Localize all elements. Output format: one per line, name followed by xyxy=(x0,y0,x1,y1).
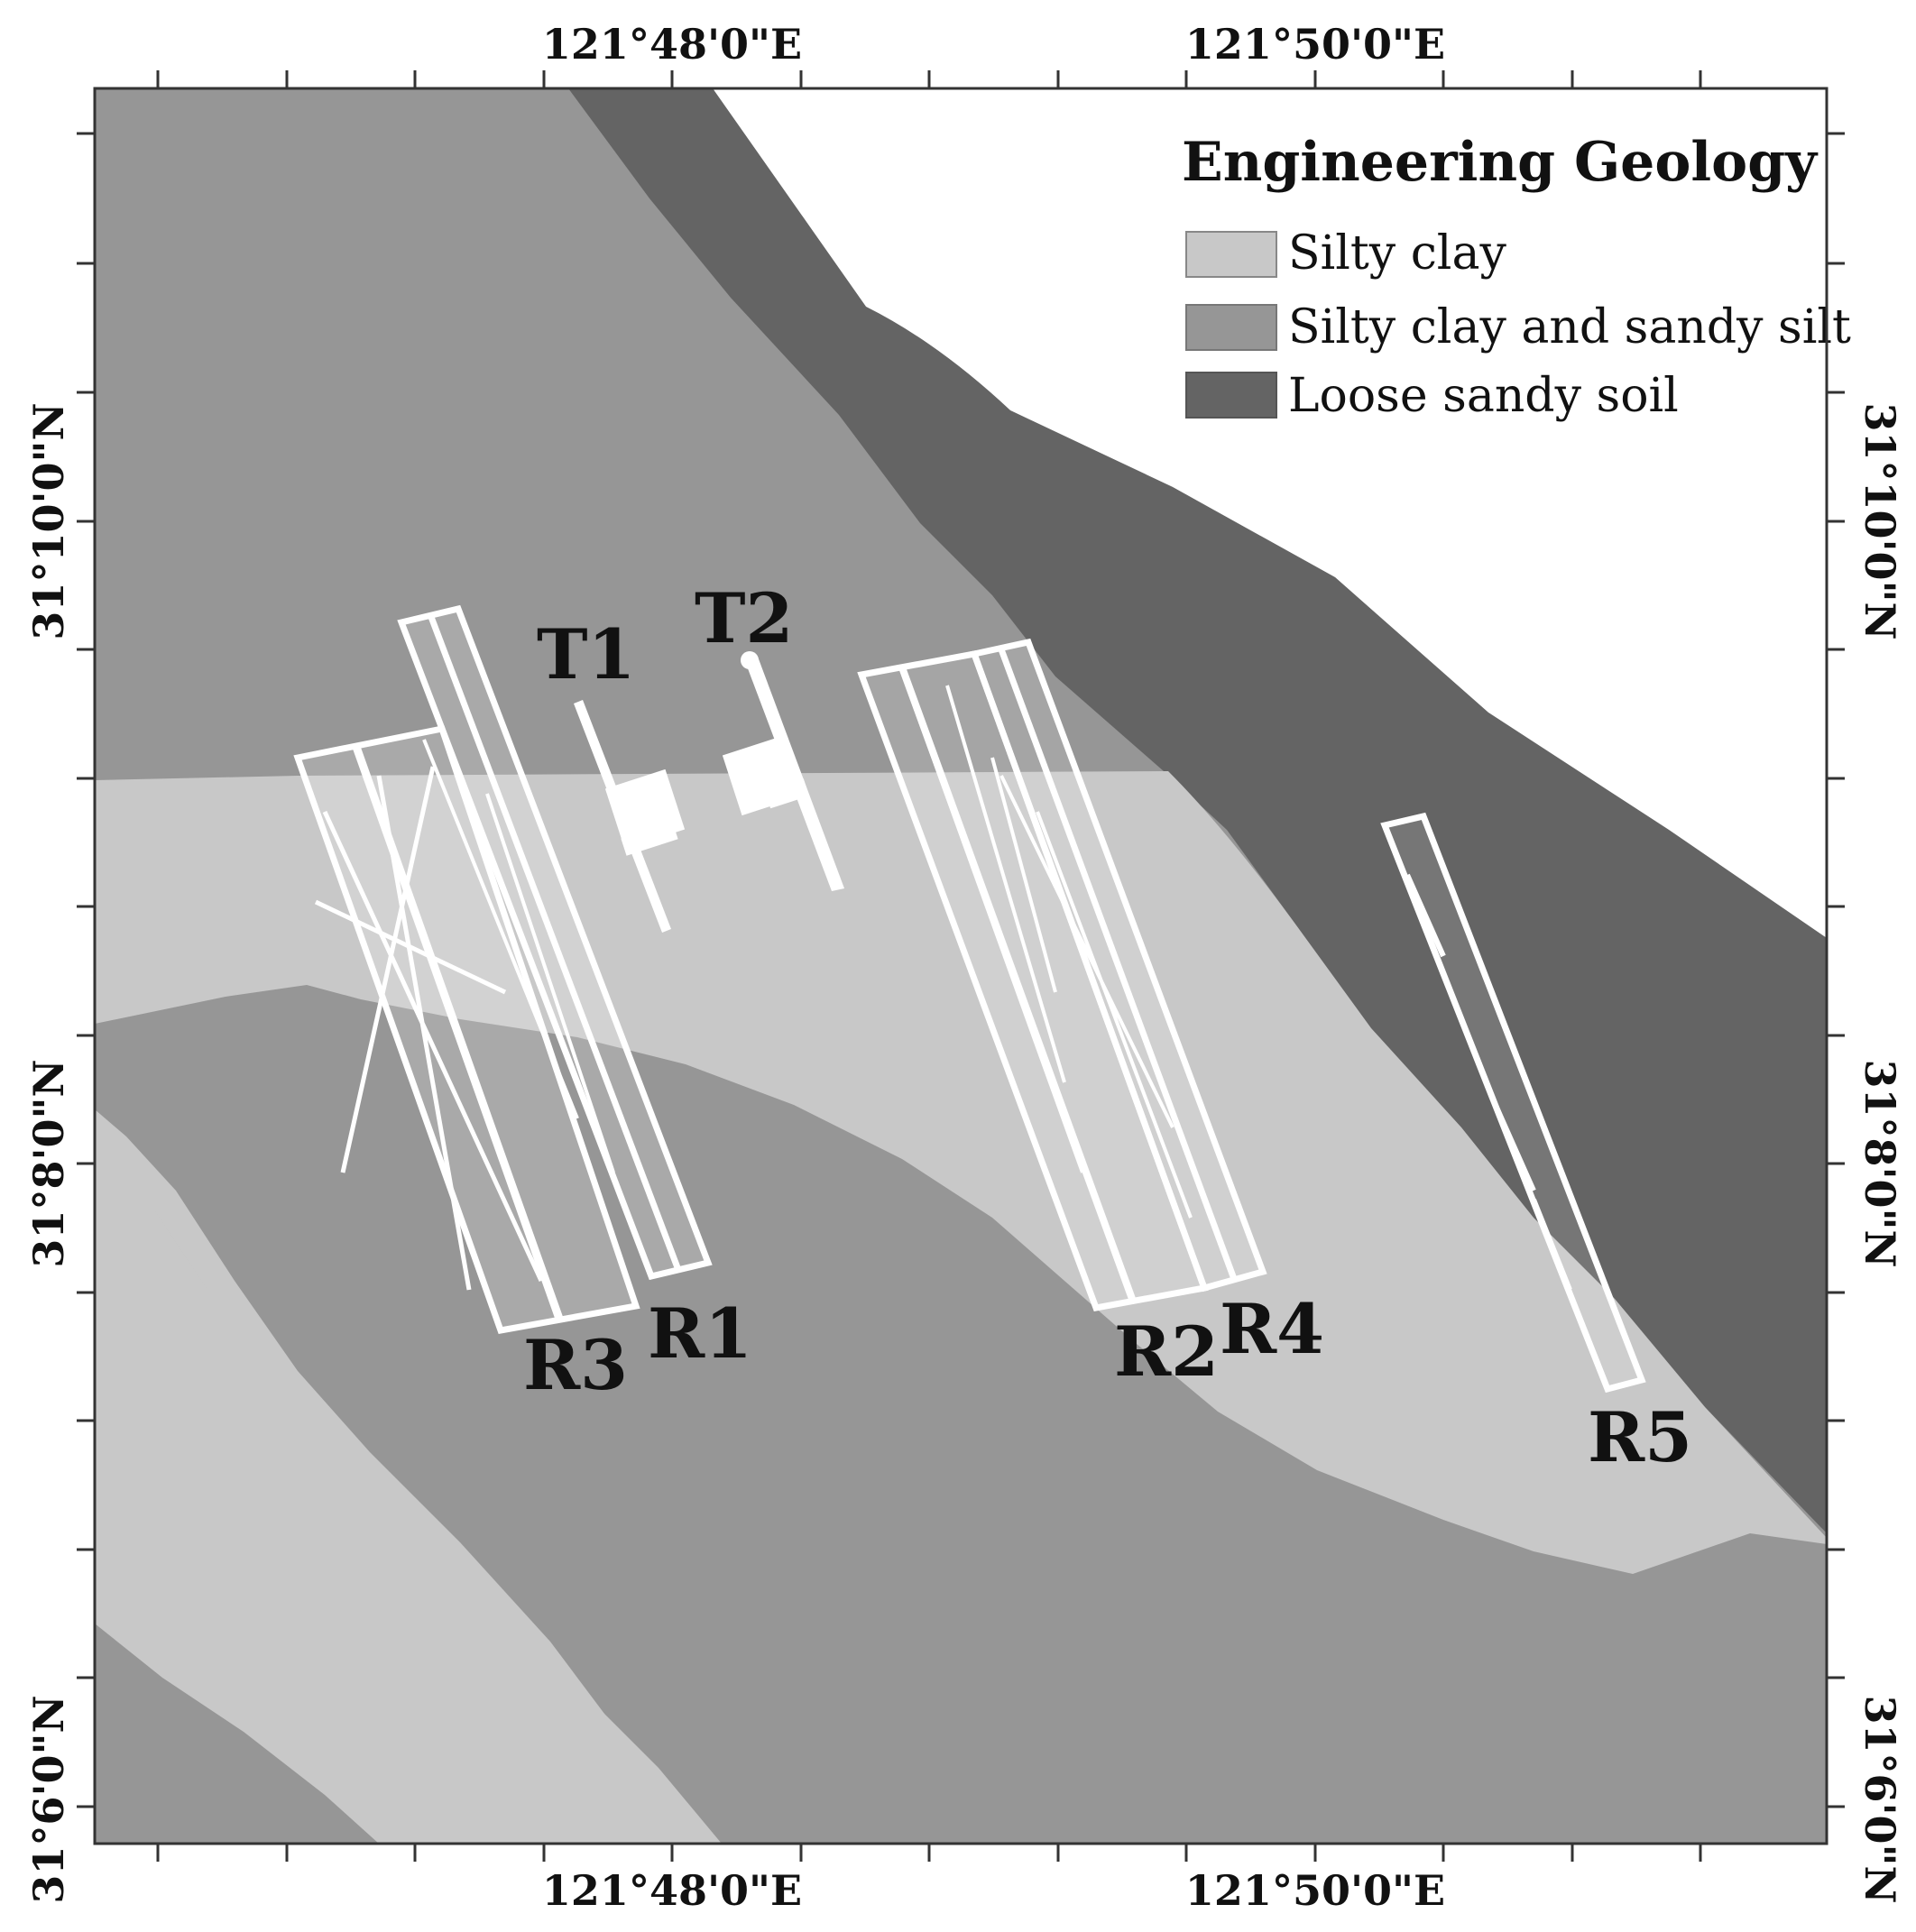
label-r4: R4 xyxy=(1220,1289,1324,1369)
label-r5: R5 xyxy=(1588,1397,1692,1477)
zone-silty-clay-middle xyxy=(95,771,1827,1574)
taxiway-t1 xyxy=(574,700,686,933)
legend-label-silty-clay-sandy-silt: Silty clay and sandy silt xyxy=(1288,300,1851,354)
feature-labels: T1 T2 R1 R3 R2 R4 R5 xyxy=(523,578,1692,1477)
legend-label-silty-clay: Silty clay xyxy=(1288,226,1506,281)
legend-swatch-silty-clay xyxy=(1185,231,1277,278)
label-r1: R1 xyxy=(648,1293,752,1374)
runway-r3 xyxy=(293,724,640,1334)
features xyxy=(293,604,1646,1394)
lon-label-top-1: 121°48'0"E xyxy=(542,20,802,69)
legend: Engineering Geology Silty clay Silty cla… xyxy=(1182,131,1851,423)
legend-swatch-silty-clay-sandy-silt xyxy=(1185,304,1277,351)
legend-swatch-loose-sandy-soil xyxy=(1185,372,1277,419)
legend-title: Engineering Geology xyxy=(1182,131,1819,194)
zone-silty-clay-lower-left-2 xyxy=(95,1109,722,1844)
map-frame xyxy=(93,87,1828,1845)
geology-zones xyxy=(95,88,1827,1844)
zone-loose-sandy-soil xyxy=(568,88,1827,1533)
label-t1: T1 xyxy=(537,614,635,695)
lat-label-left-2: 31°8'0"N xyxy=(24,1059,73,1267)
lat-label-left-3: 31°6'0"N xyxy=(24,1695,73,1903)
zone-silty-clay-lower-left xyxy=(95,1109,722,1844)
lat-label-left-1: 31°10'0"N xyxy=(24,402,73,639)
label-t2: T2 xyxy=(695,578,793,658)
lat-label-right-3: 31°6'0"N xyxy=(1856,1695,1904,1903)
runway-r1 xyxy=(397,604,713,1281)
legend-label-loose-sandy-soil: Loose sandy soil xyxy=(1288,369,1679,423)
lon-label-top-2: 121°50'0"E xyxy=(1185,20,1445,69)
lon-label-bottom-2: 121°50'0"E xyxy=(1185,1866,1445,1915)
runway-r4 xyxy=(970,638,1267,1293)
tick-marks xyxy=(77,70,1845,1862)
lat-label-right-2: 31°8'0"N xyxy=(1856,1059,1904,1267)
runway-r5 xyxy=(1380,812,1646,1394)
lon-label-bottom-1: 121°48'0"E xyxy=(542,1866,802,1915)
zone-water-blank xyxy=(713,88,1827,938)
label-r3: R3 xyxy=(523,1325,628,1405)
label-r2: R2 xyxy=(1114,1311,1219,1392)
lat-label-right-1: 31°10'0"N xyxy=(1856,402,1904,639)
taxiway-t2 xyxy=(722,651,844,891)
